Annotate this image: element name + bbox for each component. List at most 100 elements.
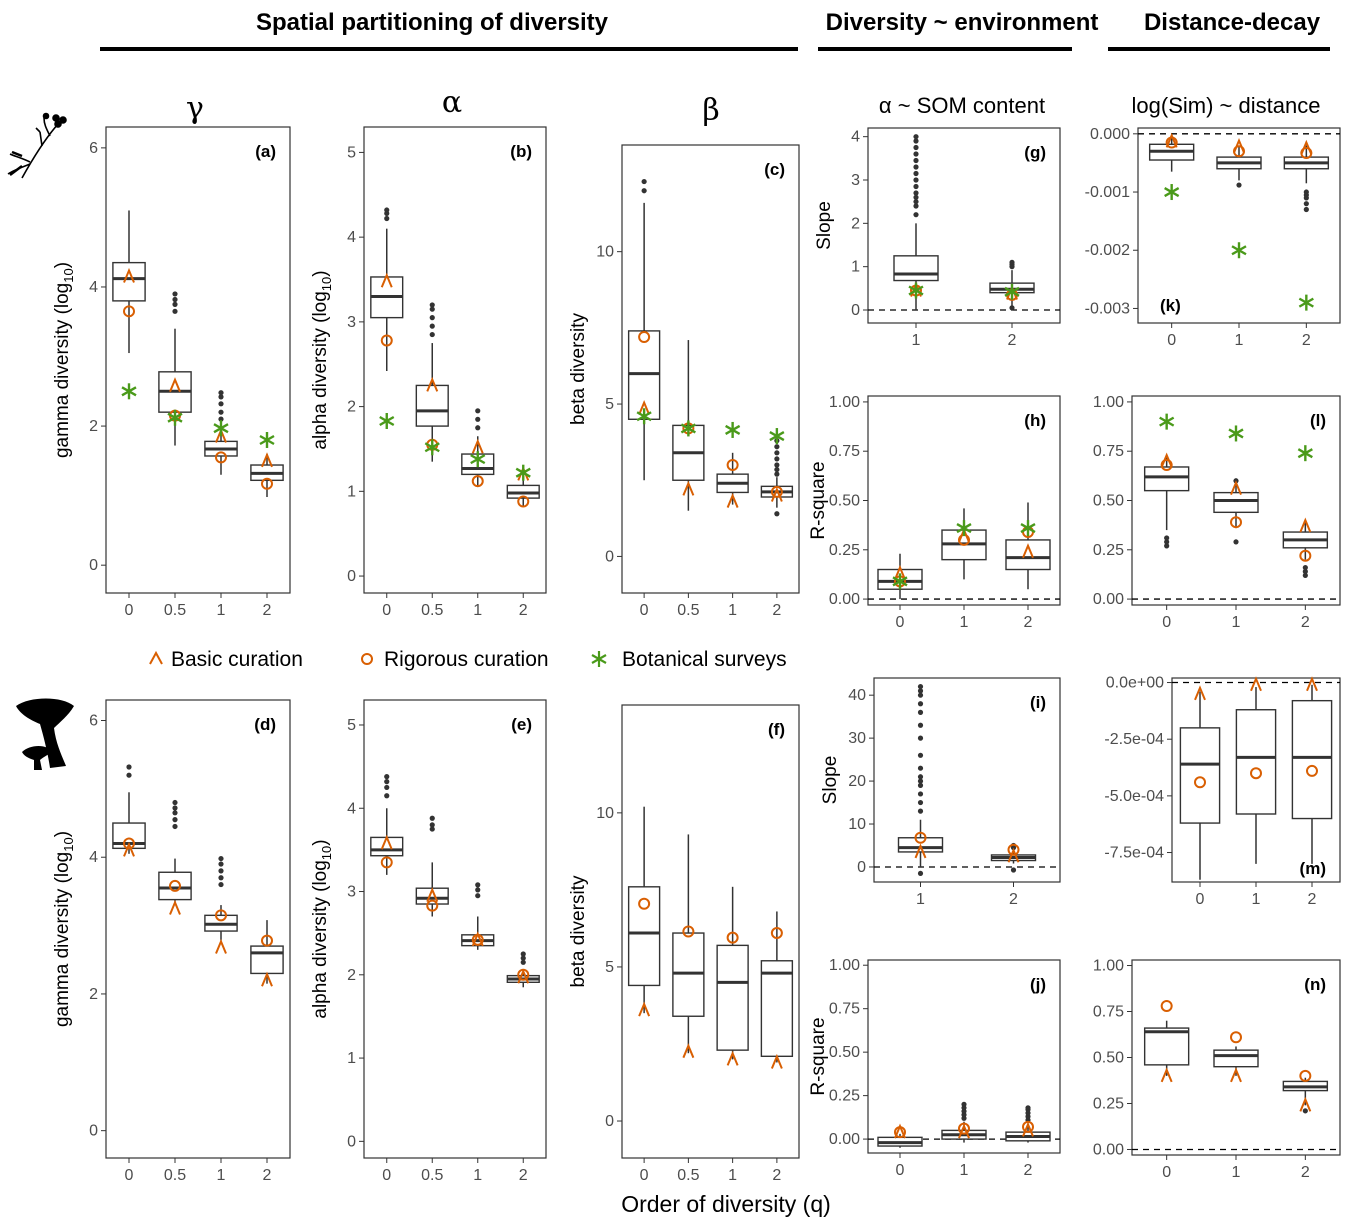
basic-curation-marker — [894, 564, 906, 580]
basic-curation-marker — [682, 480, 695, 496]
outlier-point — [218, 875, 224, 881]
rigorous-curation-marker — [914, 831, 927, 844]
outlier-point — [126, 764, 132, 770]
outlier-point — [172, 308, 178, 314]
rigorous-curation-marker — [1194, 776, 1206, 789]
basic-curation-marker — [638, 400, 651, 416]
basic-curation-marker — [1230, 1067, 1242, 1083]
boxplot-2 — [1283, 145, 1330, 213]
y-tick-label: -2.5e-04 — [1104, 731, 1164, 748]
outlier-point — [917, 799, 924, 806]
y-tick-label: 0 — [857, 859, 866, 876]
outlier-point — [774, 466, 780, 473]
botanical-surveys-marker — [1228, 425, 1244, 442]
x-tick-label: 0 — [896, 614, 905, 631]
x-tick-label: 2 — [1301, 614, 1310, 631]
outlier-point — [913, 170, 919, 177]
outlier-point — [475, 416, 481, 422]
botanical-surveys-marker — [956, 520, 972, 537]
outlier-point — [1164, 535, 1170, 541]
y-tick-label: 3 — [347, 884, 356, 901]
boxplot-0 — [1179, 691, 1221, 880]
outlier-point — [475, 893, 481, 899]
outlier-point — [913, 138, 919, 144]
boxplot-2 — [250, 920, 284, 984]
boxplot-0 — [1143, 1020, 1190, 1076]
outlier-point — [913, 212, 919, 218]
y-tick-label: 0.25 — [1093, 542, 1124, 559]
panel-frame — [621, 704, 800, 1159]
boxplot-0 — [112, 210, 146, 354]
y-tick-label: 0.75 — [1093, 1004, 1124, 1021]
x-tick-label: 2 — [1009, 891, 1018, 908]
box-iqr — [370, 836, 404, 857]
botanical-surveys-marker — [1159, 413, 1175, 430]
rigorous-curation-marker — [1230, 516, 1242, 529]
outlier-point — [913, 157, 919, 164]
basic-curation-marker — [426, 376, 439, 392]
basic-curation-marker — [682, 1043, 695, 1059]
x-tick-label: 2 — [1024, 614, 1033, 631]
outlier-point — [218, 401, 224, 407]
x-tick-label: 0.5 — [421, 602, 443, 619]
basic-curation-marker — [123, 267, 135, 283]
outlier-point — [218, 855, 224, 862]
x-tick-label: 2 — [1301, 1164, 1310, 1181]
outlier-point — [429, 315, 435, 321]
outlier-point — [218, 394, 224, 400]
y-tick-label: 0 — [851, 302, 860, 319]
outlier-point — [1302, 564, 1308, 571]
y-tick-label: -0.003 — [1085, 300, 1130, 317]
outlier-point — [917, 765, 924, 771]
x-tick-label: 0 — [896, 1162, 905, 1179]
boxplot-2 — [1282, 1077, 1329, 1114]
outlier-point — [1303, 201, 1309, 207]
rigorous-curation-marker — [726, 931, 739, 944]
botanical-surveys-marker — [680, 420, 696, 437]
header-environment: Diversity ~ environment — [826, 9, 1099, 36]
y-axis-label: beta diversity — [568, 875, 589, 987]
botanical-surveys-marker — [1164, 184, 1180, 201]
outlier-point — [429, 822, 435, 828]
botanical-surveys-marker — [213, 420, 229, 437]
rigorous-curation-marker — [517, 968, 530, 981]
x-tick-label: 0 — [382, 602, 391, 619]
panel-k: 0.000 -0.001 -0.002 -0.003 0 1 2 (k) — [1085, 126, 1341, 349]
rigorous-curation-marker — [1230, 1031, 1242, 1044]
y-tick-label: 1 — [347, 483, 356, 500]
y-tick-label: 6 — [89, 140, 98, 157]
y-axis-label: gamma diversity (log10) — [52, 831, 76, 1027]
box-iqr — [250, 945, 284, 975]
outlier-point — [917, 735, 924, 741]
panel-label: (e) — [511, 715, 532, 734]
y-axis-label: alpha diversity (log10) — [310, 270, 334, 449]
outlier-point — [429, 323, 435, 329]
y-tick-label: 40 — [848, 687, 866, 704]
rigorous-curation-marker — [770, 927, 783, 940]
x-tick-label: 1 — [217, 1167, 226, 1184]
y-tick-label: 0.25 — [1093, 1095, 1124, 1112]
y-tick-label: 0.00 — [829, 1131, 860, 1148]
boxplot-1 — [1235, 687, 1277, 864]
panel-n: 0.00 0.25 0.50 0.75 1.00 0 1 2 (n) — [1093, 958, 1341, 1181]
x-tick-label: 2 — [519, 602, 528, 619]
y-tick-label: -0.001 — [1085, 184, 1130, 201]
column-title-gamma: γ — [186, 91, 204, 126]
x-tick-label: 0 — [640, 602, 649, 619]
basic-curation-marker — [726, 492, 739, 508]
outlier-point — [475, 425, 481, 431]
panel-label: (f) — [768, 720, 785, 739]
outlier-point — [218, 861, 224, 867]
y-tick-label: 0.25 — [829, 542, 860, 559]
y-tick-label: 10 — [596, 805, 614, 822]
basic-curation-marker — [638, 1001, 651, 1017]
panels: 0 2 4 6 0 0.5 1 2 gamma diversity (log10) (a) 0 1 2 3… — [52, 126, 1341, 1184]
outlier-point — [1233, 539, 1239, 545]
box-iqr — [627, 886, 661, 987]
x-tick-label: 0 — [1162, 614, 1171, 631]
outlier-point — [641, 188, 647, 194]
rigorous-curation-marker — [123, 305, 135, 318]
panel-c: 0 5 10 0 0.5 1 2 beta diversity (c) — [568, 144, 800, 619]
botanical-surveys-marker — [167, 409, 183, 426]
box-iqr — [672, 932, 705, 1017]
